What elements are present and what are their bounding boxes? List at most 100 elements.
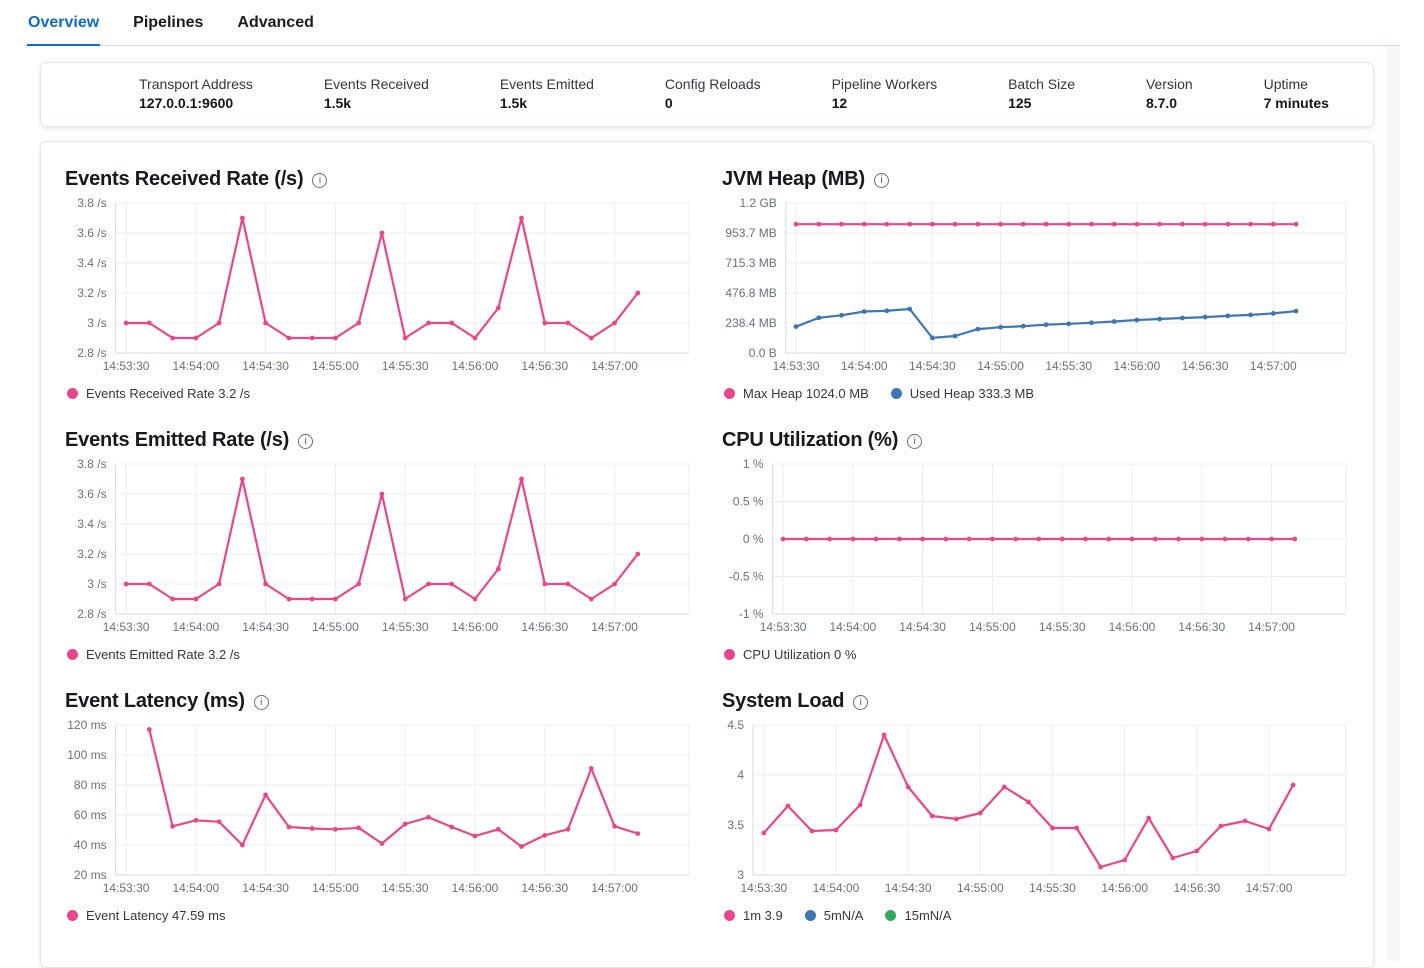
series-point[interactable] [794,222,799,227]
series-point[interactable] [217,819,222,824]
series-point[interactable] [170,824,175,829]
series-point[interactable] [907,307,912,312]
series-point[interactable] [1130,537,1135,542]
series-point[interactable] [1089,320,1094,325]
series-line-group[interactable] [124,477,640,602]
legend-item[interactable]: 1m 3.9 [724,908,783,923]
series-point[interactable] [1269,537,1274,542]
series-point[interactable] [1219,824,1224,829]
series-point[interactable] [403,822,408,827]
series-point[interactable] [380,841,385,846]
series-point[interactable] [897,537,902,542]
series-point[interactable] [310,336,315,341]
series-point[interactable] [124,321,129,326]
series-point[interactable] [566,827,571,832]
series-point[interactable] [380,231,385,236]
series-point[interactable] [635,291,640,296]
series-point[interactable] [449,582,454,587]
legend-item[interactable]: Events Received Rate 3.2 /s [67,386,250,401]
series-point[interactable] [589,597,594,602]
series-point[interactable] [1170,856,1175,861]
series-point[interactable] [403,597,408,602]
series-point[interactable] [975,327,980,332]
series-point[interactable] [858,803,863,808]
tab-pipelines[interactable]: Pipelines [132,4,204,45]
series-point[interactable] [287,825,292,830]
series-point[interactable] [1146,816,1151,821]
legend-item[interactable]: Events Emitted Rate 3.2 /s [67,647,240,662]
series-point[interactable] [1089,222,1094,227]
series-point[interactable] [1292,537,1297,542]
series-point[interactable] [612,321,617,326]
legend-item[interactable]: CPU Utilization 0 % [724,647,856,662]
series-line-group[interactable] [781,537,1297,542]
series-point[interactable] [862,222,867,227]
line-chart-svg[interactable]: 3.8 /s3.6 /s3.4 /s3.2 /s3 /s2.8 /s14:53:… [65,199,692,377]
series-point[interactable] [333,336,338,341]
info-icon[interactable]: i [254,695,269,710]
series-point[interactable] [816,222,821,227]
series-point[interactable] [1002,785,1007,790]
series-point[interactable] [519,844,524,849]
series-point[interactable] [1112,222,1117,227]
series-point[interactable] [473,834,478,839]
series-point[interactable] [1060,537,1065,542]
series-point[interactable] [240,477,245,482]
series-point[interactable] [1066,321,1071,326]
series-point[interactable] [834,828,839,833]
series-point[interactable] [473,336,478,341]
series-point[interactable] [1248,313,1253,318]
series-point[interactable] [310,597,315,602]
series-point[interactable] [930,336,935,341]
series-point[interactable] [953,334,958,339]
scrollbar-track[interactable] [1387,46,1400,961]
series-point[interactable] [542,321,547,326]
series-point[interactable] [612,824,617,829]
series-point[interactable] [1112,319,1117,324]
legend-item[interactable]: Used Heap 333.3 MB [891,386,1034,401]
series-point[interactable] [170,336,175,341]
series-point[interactable] [954,817,959,822]
series-point[interactable] [839,313,844,318]
series-point[interactable] [810,829,815,834]
series-point[interactable] [953,222,958,227]
series-point[interactable] [287,597,292,602]
legend-item[interactable]: 5mN/A [805,908,864,923]
series-point[interactable] [1106,537,1111,542]
series-point[interactable] [380,492,385,497]
info-icon[interactable]: i [312,173,327,188]
series-point[interactable] [333,597,338,602]
series-point[interactable] [1044,222,1049,227]
series-line-group[interactable] [761,733,1295,870]
series-point[interactable] [786,804,791,809]
series-point[interactable] [449,825,454,830]
series-point[interactable] [1050,826,1055,831]
tab-advanced[interactable]: Advanced [236,4,314,45]
series-point[interactable] [635,552,640,557]
series-point[interactable] [426,582,431,587]
series-point[interactable] [906,785,911,790]
series-point[interactable] [496,827,501,832]
info-icon[interactable]: i [874,173,889,188]
series-point[interactable] [1225,314,1230,319]
series-point[interactable] [839,222,844,227]
series-point[interactable] [1194,849,1199,854]
series-point[interactable] [147,582,152,587]
series-point[interactable] [851,537,856,542]
series-point[interactable] [816,315,821,320]
series-point[interactable] [1044,322,1049,327]
series-point[interactable] [1267,827,1272,832]
series-point[interactable] [1157,317,1162,322]
series-point[interactable] [333,827,338,832]
series-line[interactable] [126,218,638,338]
series-point[interactable] [124,582,129,587]
series-point[interactable] [356,321,361,326]
series-point[interactable] [1248,222,1253,227]
series-point[interactable] [781,537,786,542]
series-point[interactable] [1294,309,1299,314]
series-point[interactable] [217,582,222,587]
